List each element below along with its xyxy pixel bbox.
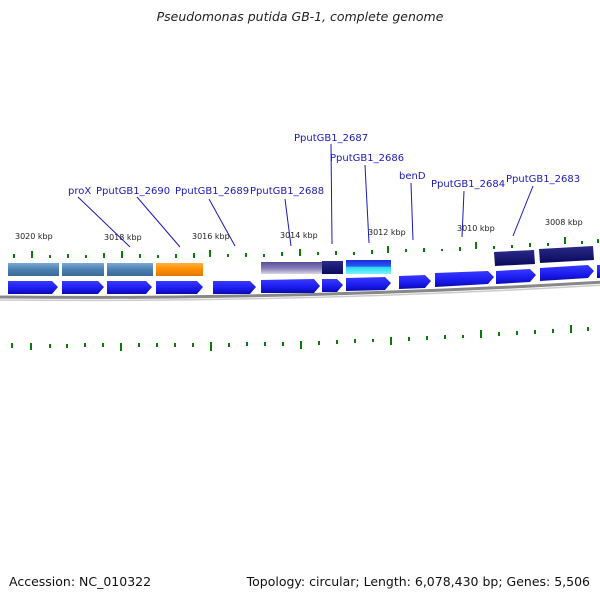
cds-track [8,265,600,294]
feature-block[interactable] [494,250,535,266]
tick-label-3018: 3018 kbp [104,233,142,242]
feature-block[interactable] [539,246,594,263]
feature-track-outer [8,246,594,276]
cds-arrow[interactable] [261,279,320,293]
cds-arrow[interactable] [62,281,104,294]
feature-block[interactable] [156,263,203,276]
gene-label-pputgb1-2683[interactable]: PputGB1_2683 [506,174,580,185]
cds-arrow[interactable] [346,277,391,291]
cds-arrow[interactable] [597,265,600,278]
feature-block[interactable] [261,262,322,274]
gene-label-pputgb1-2689[interactable]: PputGB1_2689 [175,186,249,197]
gene-label-pputgb1-2690[interactable]: PputGB1_2690 [96,186,170,197]
footer-accession: Accession: NC_010322 [9,574,152,589]
cds-arrow[interactable] [107,281,152,294]
gene-label-prox[interactable]: proX [68,186,91,197]
gene-label-leaders [77,143,534,248]
gene-label-bend[interactable]: benD [399,171,426,182]
feature-block[interactable] [107,263,153,276]
gene-label-pputgb1-2684[interactable]: PputGB1_2684 [431,179,505,190]
cds-arrow[interactable] [496,269,536,284]
cds-arrow[interactable] [540,265,594,281]
tick-label-3016: 3016 kbp [192,232,230,241]
feature-block[interactable] [8,263,59,276]
gc-skew-inner [11,325,589,351]
page-title: Pseudomonas putida GB-1, complete genome [156,9,444,24]
feature-block[interactable] [346,260,391,274]
feature-block[interactable] [62,263,104,276]
genome-backbone-shadow [0,284,600,302]
cds-arrow[interactable] [8,281,58,294]
cds-arrow[interactable] [322,279,343,292]
tick-label-3014: 3014 kbp [280,231,318,240]
gene-label-pputgb1-2688[interactable]: PputGB1_2688 [250,186,324,197]
tick-label-3008: 3008 kbp [545,218,583,227]
tick-label-3020: 3020 kbp [15,232,53,241]
tick-label-3012: 3012 kbp [368,228,406,237]
feature-block[interactable] [322,261,343,274]
gene-label-pputgb1-2687[interactable]: PputGB1_2687 [294,133,368,144]
gc-skew-outer [13,237,599,258]
tick-label-3010: 3010 kbp [457,224,495,233]
cds-arrow[interactable] [213,281,256,294]
gene-label-pputgb1-2686[interactable]: PputGB1_2686 [330,153,404,164]
cds-arrow[interactable] [399,275,431,289]
footer-summary: Topology: circular; Length: 6,078,430 bp… [246,574,590,589]
genome-backbone [0,280,600,299]
cds-arrow[interactable] [435,271,494,287]
cds-arrow[interactable] [156,281,203,294]
